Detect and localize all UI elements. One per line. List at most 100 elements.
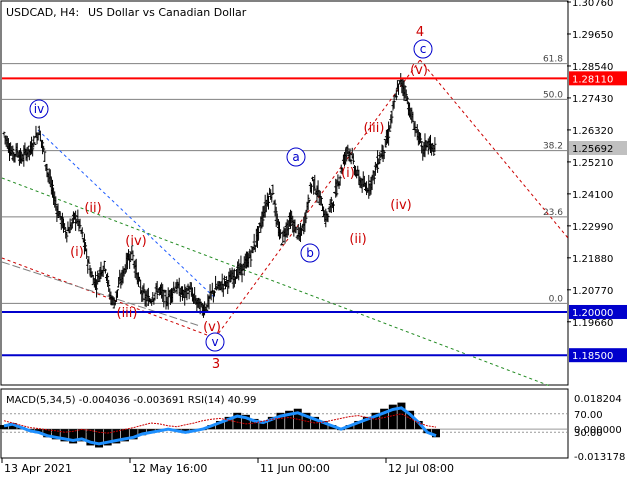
main-panel-frame <box>0 0 569 386</box>
macd-histogram-bar-1 <box>8 423 17 430</box>
macd-histogram-bar-25 <box>216 420 224 430</box>
chart-description: US Dollar vs Canadian Dollar <box>88 6 247 19</box>
macd-histogram-bar-12 <box>103 429 112 446</box>
chart-symbol: USDCAD, H4: <box>6 6 79 19</box>
price-tick-label: 1.26320 <box>572 126 613 137</box>
price-tick-label: 1.27430 <box>572 94 613 105</box>
wave-labels: 4 (v) (iii) (i) (iv) (ii) (ii) (i) (iv) (iii) (v) 3… <box>29 25 433 372</box>
support-1-price-label: 1.20000 <box>572 308 613 319</box>
wave-label-red-6: (ii) <box>84 201 101 216</box>
wave-circle-2 <box>286 147 306 167</box>
wave-label-blue-2: a <box>292 150 299 164</box>
macd-histogram-bar-42 <box>362 416 371 430</box>
wave-label-red-5: (ii) <box>349 232 366 247</box>
wave-circle-3 <box>300 243 320 263</box>
macd-histogram-bar-48 <box>414 420 423 430</box>
price-tick-label: 1.19660 <box>572 318 613 329</box>
macd-histogram-bar-26 <box>224 416 233 430</box>
macd-histogram-bar-32 <box>276 412 285 430</box>
fib-ratio-label: 38.2 <box>543 142 563 152</box>
price-tick-label: 1.29650 <box>572 30 613 41</box>
wave-label-blue-0: iv <box>34 102 44 116</box>
macd-signal-line <box>3 406 437 446</box>
macd-histogram-bar-47 <box>406 410 415 430</box>
wave-label-blue-4: v <box>211 335 218 349</box>
indicator-tick-label: 30.00 <box>574 428 603 439</box>
macd-histogram-bar-43 <box>371 412 380 430</box>
fib-ratio-label: 23.6 <box>543 208 563 218</box>
wave-label-blue-1: c <box>420 42 427 56</box>
price-levels: 1.28110 1.20000 1.18500 1.25692 <box>2 71 627 363</box>
wave-label-red-1: (v) <box>410 63 428 78</box>
price-tick-label: 1.28540 <box>572 62 613 73</box>
macd-histogram-bar-27 <box>233 412 242 430</box>
resistance-price-label: 1.28110 <box>572 74 613 85</box>
wave-circle-0 <box>29 99 49 119</box>
macd-histogram-bar-29 <box>250 418 259 430</box>
macd-histogram-bar-7 <box>60 429 69 442</box>
wave-circle-1 <box>413 39 433 59</box>
macd-histogram-bar-5 <box>43 429 52 438</box>
support-2-price-box <box>569 348 627 363</box>
wave-label-red-11: 3 <box>212 357 220 372</box>
price-tick-label: 1.20770 <box>572 286 613 297</box>
macd-histogram-bar-9 <box>77 429 86 442</box>
wave-label-red-4: (iv) <box>390 198 411 213</box>
price-tick-label: 1.30760 <box>572 0 613 9</box>
macd-histogram-bar-11 <box>95 429 104 448</box>
wave-label-blue-3: b <box>306 246 314 260</box>
macd-histogram-bar-28 <box>241 414 250 430</box>
wave-label-red-2: (iii) <box>364 121 385 136</box>
macd-histogram-bar-10 <box>86 429 95 446</box>
price-tick-label: 1.21880 <box>572 254 613 265</box>
macd-histogram-bar-0 <box>0 425 8 430</box>
wave-label-red-9: (iii) <box>117 306 138 321</box>
support-2-price-label: 1.18500 <box>572 351 613 362</box>
projection-line <box>419 59 569 239</box>
time-tick-label: 11 Jun 00:00 <box>260 462 330 475</box>
green-channel-line <box>1 177 551 387</box>
trend-lines <box>1 59 569 387</box>
wave-label-red-0: 4 <box>416 25 424 40</box>
price-tick-label: 1.25210 <box>572 158 613 169</box>
macd-histogram-bar-33 <box>285 410 294 430</box>
current-price-box <box>569 141 627 156</box>
indicator-title: MACD(5,34,5) -0.004036 -0.003691 RSI(14)… <box>6 395 256 406</box>
macd-histogram-bar-14 <box>120 429 129 442</box>
macd-histogram-bar-50 <box>432 429 440 438</box>
macd-histogram-bar-16 <box>138 429 147 436</box>
gray-channel-line <box>1 261 201 327</box>
macd-histogram-bar-34 <box>293 408 302 430</box>
indicator-tick-label: 0.018204 <box>574 394 622 405</box>
price-tick-label: 1.22990 <box>572 222 613 233</box>
wave-label-red-8: (iv) <box>125 234 146 249</box>
macd-histogram-bar-13 <box>112 429 121 444</box>
macd-histogram-bar-45 <box>388 404 397 430</box>
price-axis: 1.30760 1.29650 1.28540 1.27430 1.26320 1.252… <box>567 0 613 329</box>
fib-ratio-label: 50.0 <box>543 90 563 100</box>
blue-channel-line <box>37 129 216 299</box>
macd-histogram-bar-8 <box>69 429 78 444</box>
current-price-label: 1.25692 <box>572 144 613 155</box>
wave-circle-4 <box>205 332 225 352</box>
indicator-tick-label: 0.000000 <box>574 425 622 436</box>
indicator-tick-label: -0.013178 <box>574 452 625 463</box>
macd-histogram-bar-15 <box>129 429 138 440</box>
time-tick-label: 12 Jul 08:00 <box>388 462 454 475</box>
red-channel-line <box>1 257 216 339</box>
time-tick-label: 12 May 16:00 <box>132 462 207 475</box>
macd-histogram-bar-37 <box>319 420 328 430</box>
indicator-series <box>0 402 567 448</box>
macd-histogram-bar-31 <box>267 416 276 430</box>
fib-ratio-label: 61.8 <box>543 55 563 65</box>
fib-ratio-label: 0.0 <box>549 294 564 304</box>
macd-histogram-bar-44 <box>380 408 389 430</box>
price-tick-label: 1.24100 <box>572 190 613 201</box>
time-tick-label: 13 Apr 2021 <box>4 462 72 475</box>
fib-grid-lines: 61.8 50.0 38.2 23.6 0.0 <box>2 55 567 304</box>
macd-histogram-bar-6 <box>51 429 60 440</box>
rsi-line <box>3 413 437 434</box>
